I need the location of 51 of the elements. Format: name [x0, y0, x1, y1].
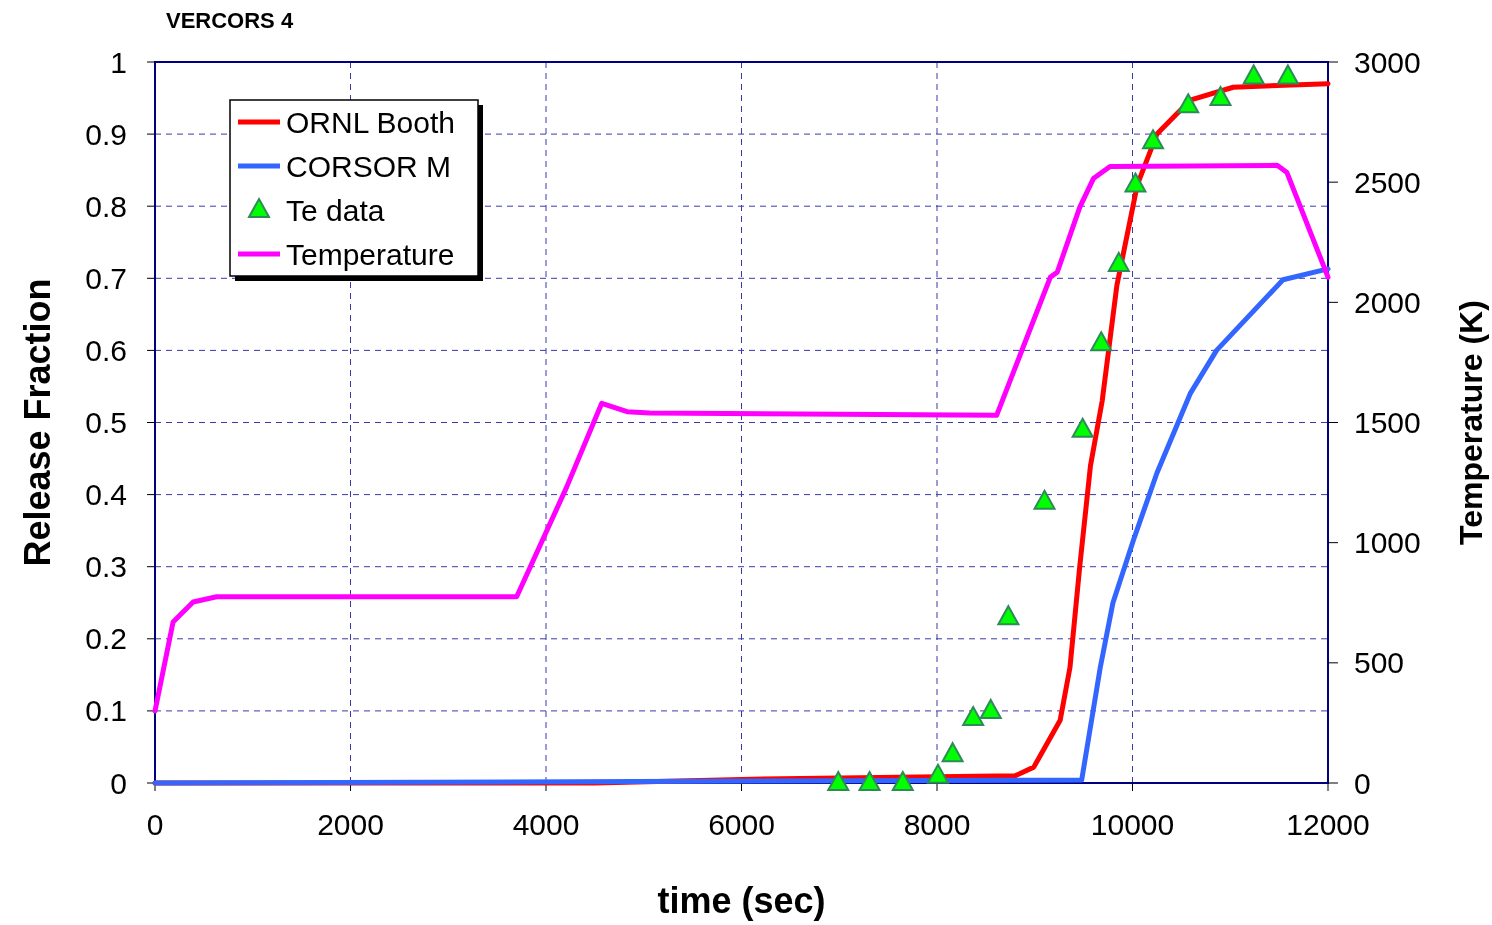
y-axis-title: Release Fraction [17, 278, 58, 567]
point [997, 605, 1020, 626]
point [926, 763, 949, 784]
point [1209, 86, 1232, 107]
y2-axis-title: Temperature (K) [1453, 300, 1489, 545]
x-tick-label: 6000 [708, 808, 775, 841]
x-tick-label: 2000 [317, 808, 384, 841]
y-tick-label: 0.8 [85, 189, 127, 223]
point [1142, 129, 1165, 150]
x-tick-label: 4000 [512, 808, 580, 841]
y2-tick-label: 500 [1354, 646, 1405, 680]
x-tick-label: 12000 [1286, 808, 1370, 841]
point [962, 706, 985, 727]
y2-tick-label: 1000 [1354, 526, 1421, 560]
y-tick-label: 0.6 [85, 333, 127, 367]
x-axis-title: time (sec) [657, 880, 826, 921]
y2-tick-label: 2000 [1354, 285, 1421, 319]
point [1276, 64, 1299, 85]
y-tick-label: 1 [110, 45, 127, 79]
x-tick-label: 10000 [1090, 808, 1175, 841]
y-tick-label: 0.2 [85, 622, 127, 656]
y-tick-label: 0.3 [85, 550, 127, 584]
y2-tick-label: 1500 [1354, 406, 1421, 439]
y2-tick-label: 0 [1354, 766, 1371, 800]
point [1107, 251, 1130, 272]
point [1090, 331, 1113, 352]
y2-tick-label: 2500 [1354, 165, 1421, 199]
y-tick-label: 0.4 [85, 478, 127, 512]
legend-label: Temperature [286, 237, 455, 271]
legend-label: Te data [286, 193, 385, 227]
y2-tick-label: 3000 [1354, 45, 1421, 79]
point [858, 771, 881, 791]
y-tick-label: 0 [110, 766, 127, 800]
y-tick-label: 0.9 [85, 117, 127, 151]
point [1071, 417, 1094, 438]
point [1177, 93, 1200, 114]
legend-label: ORNL Booth [286, 105, 455, 139]
point [979, 698, 1002, 719]
point [891, 771, 914, 791]
y-tick-label: 0.5 [85, 406, 127, 439]
point [941, 742, 964, 763]
point [1124, 172, 1147, 193]
point [1242, 64, 1265, 85]
point [1033, 489, 1056, 510]
x-tick-label: 8000 [903, 808, 971, 841]
x-tick-label: 0 [146, 808, 164, 841]
chart-title: VERCORS 4 [166, 8, 294, 33]
legend-label: CORSOR M [286, 149, 451, 183]
point [827, 771, 850, 791]
y-tick-label: 0.7 [85, 261, 127, 295]
y-tick-label: 0.1 [85, 694, 127, 728]
